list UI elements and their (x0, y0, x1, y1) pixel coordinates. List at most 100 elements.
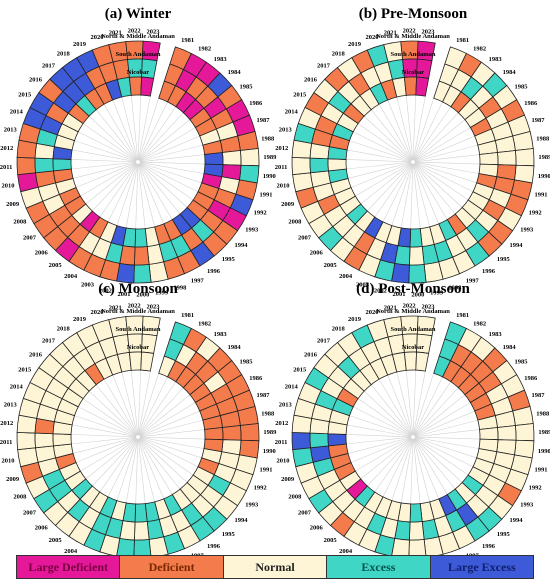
spoke-line (88, 115, 137, 161)
spoke-line (413, 438, 440, 499)
year-label: 2021 (109, 304, 122, 311)
spoke-line (92, 163, 137, 212)
spoke-line (414, 154, 480, 163)
spoke-line (139, 419, 203, 437)
spoke-line (410, 163, 414, 229)
year-label: 2018 (57, 326, 71, 333)
year-label: 2018 (57, 51, 71, 58)
spoke-line (138, 371, 151, 436)
year-label: 2012 (0, 145, 13, 152)
year-label: 2007 (23, 235, 37, 242)
spoke-line (414, 419, 478, 437)
spoke-line (360, 163, 412, 205)
heatmap-cell (327, 158, 347, 172)
spoke-line (367, 438, 412, 487)
year-label: 2017 (42, 62, 56, 69)
year-label: 2022 (403, 303, 416, 310)
heatmap-cell (52, 433, 72, 447)
year-label: 2013 (279, 126, 293, 133)
year-label: 2017 (317, 337, 331, 344)
year-label: 2013 (279, 401, 293, 408)
heatmap-cell (403, 351, 417, 371)
year-label: 1987 (257, 117, 271, 124)
spoke-line (347, 162, 412, 179)
year-label: 2015 (18, 367, 32, 374)
spoke-line (414, 437, 474, 468)
spoke-line (85, 163, 137, 205)
year-label: 2012 (0, 420, 13, 427)
year-label: 1991 (260, 467, 273, 474)
year-label: 2008 (13, 218, 27, 225)
ring-label: South Andaman (116, 326, 161, 333)
year-label: 1987 (257, 392, 271, 399)
spoke-line (355, 437, 412, 472)
year-label: 2002 (374, 287, 387, 294)
heatmap-cell (134, 503, 148, 523)
spoke-line (137, 163, 146, 229)
year-label: 1994 (510, 517, 524, 524)
ring-label: Nicobar (402, 69, 425, 76)
spoke-line (374, 163, 413, 218)
year-label: 1990 (538, 173, 550, 180)
year-label: 1983 (489, 331, 503, 338)
heatmap-cell (239, 148, 260, 167)
spoke-line (413, 376, 443, 436)
year-label: 2016 (29, 351, 43, 358)
year-label: 1982 (473, 321, 486, 328)
spoke-line (387, 374, 413, 436)
spoke-line (410, 438, 414, 504)
year-label: 2000 (411, 291, 424, 298)
year-label: 2020 (365, 34, 378, 41)
year-label: 2004 (339, 548, 353, 555)
heatmap-cell (327, 433, 347, 447)
year-label: 2003 (81, 281, 95, 288)
chart-legend: Large Deficient Deficient Normal Excess Larg… (16, 555, 534, 579)
spoke-line (138, 438, 173, 495)
year-label: 1988 (261, 410, 275, 417)
spoke-line (346, 434, 412, 438)
ring-label: South Andaman (116, 51, 161, 58)
heatmap-cell (128, 76, 142, 96)
year-label: 1995 (222, 256, 236, 263)
spoke-line (71, 161, 137, 170)
spoke-line (374, 438, 413, 493)
spoke-line (82, 398, 137, 437)
year-label: 1981 (181, 312, 194, 319)
spoke-line (414, 163, 463, 208)
year-label: 1988 (261, 135, 275, 142)
year-label: 2009 (6, 476, 20, 483)
spoke-line (139, 112, 184, 161)
spoke-line (71, 436, 137, 445)
spoke-line (72, 162, 137, 179)
year-label: 2020 (90, 34, 103, 41)
spoke-line (139, 437, 202, 459)
spoke-line (400, 438, 413, 503)
spoke-line (413, 101, 443, 161)
year-label: 2000 (136, 291, 149, 298)
year-label: 1982 (198, 46, 211, 53)
year-label: 1986 (524, 100, 538, 107)
spoke-line (138, 163, 173, 220)
spoke-line (138, 106, 177, 161)
spoke-line (75, 437, 137, 463)
legend-item: Deficient (120, 556, 224, 578)
spoke-line (413, 106, 452, 161)
heatmap-cell (415, 76, 430, 97)
spoke-line (414, 437, 480, 449)
year-label: 1988 (536, 410, 550, 417)
ring-label: Nicobar (127, 344, 150, 351)
year-label: 1985 (515, 359, 529, 366)
spoke-line (413, 371, 426, 436)
year-label: 1991 (535, 192, 548, 199)
year-label: 2006 (310, 524, 324, 531)
year-label: 1993 (245, 227, 259, 234)
panel-title: (d) Post-Monsoon (356, 281, 470, 297)
year-label: 2017 (42, 337, 56, 344)
year-label: 2017 (317, 62, 331, 69)
year-label: 1989 (538, 154, 550, 161)
year-label: 1981 (456, 312, 469, 319)
year-label: 2009 (281, 201, 295, 208)
spoke-line (95, 384, 137, 436)
